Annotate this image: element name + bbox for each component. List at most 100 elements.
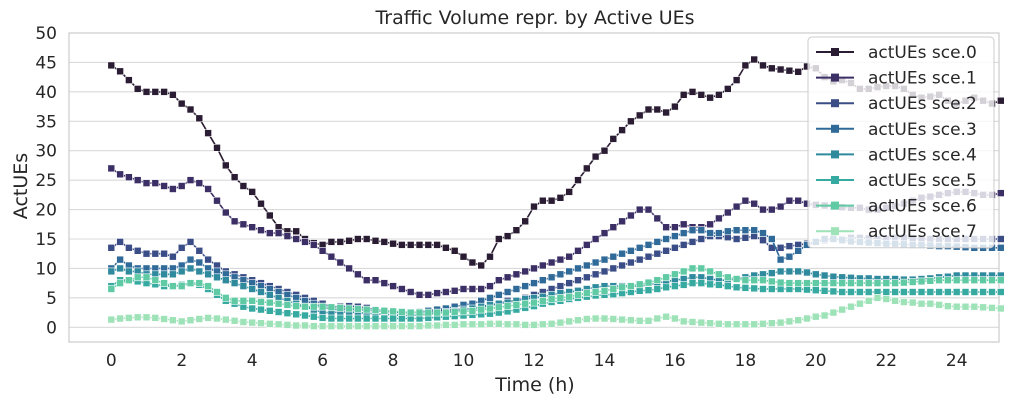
- data-point: [477, 285, 486, 293]
- data-point: [591, 258, 600, 267]
- data-point: [996, 304, 1005, 313]
- data-point: [776, 255, 785, 264]
- data-point: [547, 273, 556, 282]
- data-point: [635, 244, 644, 252]
- legend-item: actUEs sce.2: [816, 94, 977, 114]
- data-point: [354, 235, 362, 243]
- data-point: [327, 252, 336, 261]
- y-tick-label: 45: [35, 53, 57, 73]
- data-point: [600, 255, 609, 264]
- data-point: [265, 211, 274, 220]
- data-point: [759, 205, 767, 214]
- data-point: [820, 279, 829, 287]
- data-point: [679, 220, 688, 229]
- data-point: [582, 289, 591, 297]
- data-point: [380, 322, 389, 330]
- data-point: [944, 276, 952, 285]
- data-point: [468, 258, 477, 267]
- data-point: [565, 188, 574, 196]
- data-point: [362, 314, 371, 323]
- data-point: [195, 258, 204, 267]
- data-point: [697, 235, 706, 243]
- data-point: [468, 306, 477, 315]
- data-point: [944, 302, 952, 310]
- data-point: [618, 126, 626, 134]
- data-point: [635, 316, 644, 325]
- data-point: [406, 308, 415, 317]
- data-point: [433, 308, 441, 317]
- data-point: [362, 305, 371, 314]
- data-point: [785, 267, 794, 276]
- data-point: [671, 232, 679, 240]
- data-point: [336, 258, 345, 267]
- data-point: [503, 232, 512, 240]
- data-point: [318, 302, 327, 311]
- data-point: [301, 321, 309, 330]
- data-point: [345, 304, 353, 313]
- data-point: [433, 289, 441, 297]
- legend-item: actUEs sce.4: [816, 145, 977, 165]
- x-tick-label: 8: [388, 351, 399, 371]
- data-point: [556, 194, 565, 202]
- data-point: [177, 317, 186, 326]
- data-point: [644, 316, 653, 325]
- legend-item: actUEs sce.7: [816, 222, 977, 242]
- data-point: [618, 315, 626, 324]
- data-point: [741, 284, 750, 292]
- data-point: [248, 304, 256, 313]
- data-point: [644, 105, 653, 114]
- data-point: [706, 220, 714, 229]
- data-point: [688, 279, 697, 287]
- data-point: [371, 322, 380, 330]
- data-point: [503, 320, 512, 329]
- data-point: [486, 282, 494, 290]
- data-point: [715, 229, 723, 237]
- data-point: [494, 235, 503, 243]
- data-point: [723, 273, 732, 282]
- data-point: [644, 286, 653, 295]
- x-tick-label: 22: [875, 351, 897, 371]
- data-point: [653, 249, 662, 258]
- data-point: [644, 278, 653, 287]
- data-point: [195, 267, 204, 276]
- data-point: [847, 279, 855, 287]
- data-point: [380, 314, 389, 323]
- data-point: [151, 88, 160, 96]
- data-point: [257, 199, 265, 208]
- data-point: [627, 282, 635, 290]
- data-point: [574, 291, 582, 299]
- data-point: [125, 244, 133, 252]
- data-point: [900, 288, 908, 296]
- data-point: [398, 314, 406, 323]
- data-point: [204, 282, 212, 290]
- data-point: [820, 271, 829, 280]
- data-point: [309, 241, 318, 249]
- data-point: [354, 322, 362, 330]
- data-point: [820, 311, 829, 320]
- data-point: [767, 319, 776, 328]
- data-point: [556, 270, 565, 279]
- data-point: [609, 135, 618, 143]
- data-point: [785, 252, 794, 261]
- data-point: [186, 238, 195, 246]
- data-point: [186, 279, 195, 287]
- x-tick-label: 20: [805, 351, 827, 371]
- data-point: [230, 217, 239, 226]
- data-point: [125, 267, 133, 276]
- data-point: [759, 236, 767, 244]
- data-point: [723, 227, 732, 236]
- data-point: [354, 305, 362, 313]
- data-point: [160, 249, 168, 258]
- y-tick-label: 30: [35, 142, 57, 162]
- data-point: [450, 321, 459, 329]
- x-tick-label: 6: [317, 351, 328, 371]
- data-point: [345, 322, 353, 330]
- data-point: [283, 301, 292, 309]
- x-tick-label: 14: [594, 351, 616, 371]
- y-tick-label: 5: [46, 289, 57, 309]
- data-point: [908, 298, 917, 307]
- data-point: [230, 296, 239, 305]
- data-point: [574, 264, 582, 273]
- y-tick-label: 15: [35, 230, 57, 250]
